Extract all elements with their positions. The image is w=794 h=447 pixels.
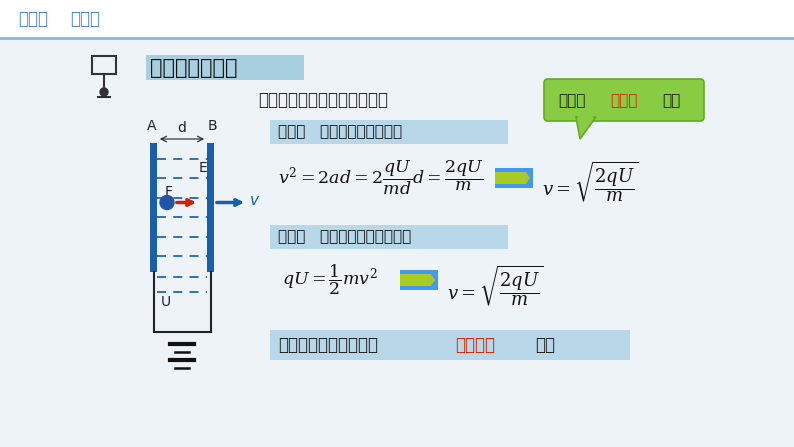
Text: 不为零: 不为零 bbox=[610, 93, 638, 109]
Text: 呢？: 呢？ bbox=[662, 93, 680, 109]
Text: $qU = \dfrac{1}{2}mv^2$: $qU = \dfrac{1}{2}mv^2$ bbox=[282, 263, 378, 297]
Polygon shape bbox=[576, 117, 596, 139]
Text: 解法一   运用运动学知识求解: 解法一 运用运动学知识求解 bbox=[278, 125, 402, 139]
Text: E: E bbox=[198, 161, 207, 175]
FancyBboxPatch shape bbox=[495, 168, 533, 188]
Polygon shape bbox=[526, 173, 530, 184]
Text: F: F bbox=[165, 186, 173, 199]
FancyBboxPatch shape bbox=[270, 330, 630, 360]
Polygon shape bbox=[431, 274, 435, 286]
FancyBboxPatch shape bbox=[270, 225, 508, 249]
Text: 初速度: 初速度 bbox=[558, 93, 585, 109]
Text: v: v bbox=[250, 193, 259, 208]
Text: $v = \sqrt{\dfrac{2qU}{m}}$: $v = \sqrt{\dfrac{2qU}{m}}$ bbox=[447, 264, 544, 308]
Text: 有关: 有关 bbox=[535, 336, 555, 354]
Text: 粒子加速后的速度只与: 粒子加速后的速度只与 bbox=[278, 336, 378, 354]
Text: $v = \sqrt{\dfrac{2qU}{m}}$: $v = \sqrt{\dfrac{2qU}{m}}$ bbox=[542, 160, 638, 204]
Text: 带电粒子的加速: 带电粒子的加速 bbox=[150, 58, 237, 78]
FancyBboxPatch shape bbox=[400, 274, 432, 286]
Circle shape bbox=[160, 195, 174, 210]
Text: A: A bbox=[147, 119, 156, 133]
Text: 新高考: 新高考 bbox=[70, 10, 100, 28]
Polygon shape bbox=[526, 168, 533, 188]
Text: d: d bbox=[178, 121, 187, 135]
Text: U: U bbox=[161, 295, 172, 309]
FancyBboxPatch shape bbox=[150, 143, 157, 272]
FancyBboxPatch shape bbox=[544, 79, 704, 121]
Text: 求电荷到达负极板时的速度？: 求电荷到达负极板时的速度？ bbox=[258, 91, 388, 109]
Polygon shape bbox=[431, 270, 438, 290]
FancyBboxPatch shape bbox=[0, 0, 794, 38]
FancyBboxPatch shape bbox=[400, 270, 438, 290]
Text: B: B bbox=[207, 119, 217, 133]
Text: $v^2 = 2ad = 2\dfrac{qU}{md}d = \dfrac{2qU}{m}$: $v^2 = 2ad = 2\dfrac{qU}{md}d = \dfrac{2… bbox=[278, 159, 484, 197]
Polygon shape bbox=[578, 116, 594, 135]
FancyBboxPatch shape bbox=[270, 120, 508, 144]
Text: 新教材: 新教材 bbox=[18, 10, 48, 28]
FancyBboxPatch shape bbox=[207, 143, 214, 272]
FancyBboxPatch shape bbox=[495, 173, 527, 184]
Text: 解法二   运用动能定理知识求解: 解法二 运用动能定理知识求解 bbox=[278, 229, 411, 245]
Text: 加速电压: 加速电压 bbox=[455, 336, 495, 354]
Circle shape bbox=[100, 88, 108, 96]
FancyBboxPatch shape bbox=[146, 55, 304, 80]
